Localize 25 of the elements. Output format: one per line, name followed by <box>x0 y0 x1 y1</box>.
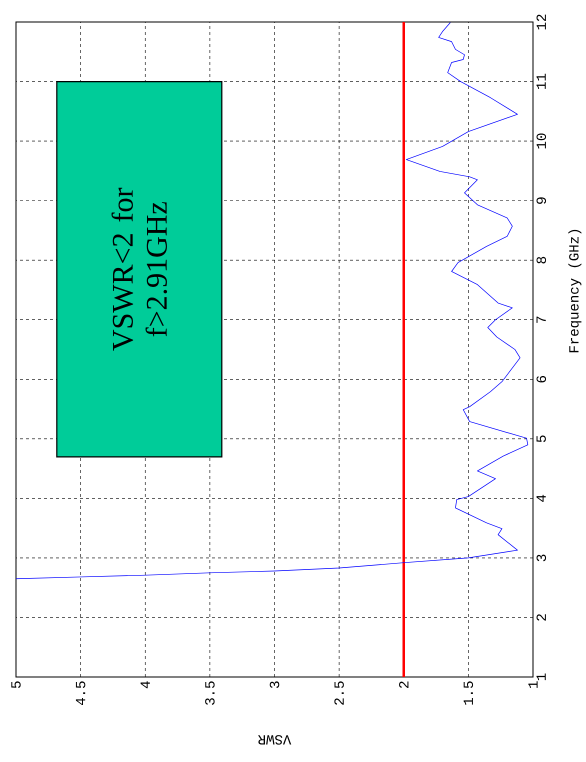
y-tick-label: 10 <box>536 134 546 148</box>
x-tick-label: 3.5 <box>205 681 215 705</box>
x-tick-label: 4.5 <box>76 681 86 706</box>
y-tick-label: 6 <box>536 376 546 382</box>
x-axis-title: VSWR <box>258 735 292 745</box>
x-tick-label: 2.5 <box>334 681 344 705</box>
y-tick-label: 5 <box>536 436 546 442</box>
y-tick-label: 9 <box>536 197 546 204</box>
y-tick-label: 12 <box>536 14 546 30</box>
y-tick-label: 8 <box>536 256 546 264</box>
y-tick-label: 4 <box>536 494 546 502</box>
y-tick-label: 11 <box>536 74 546 89</box>
x-tick-label: 1 <box>528 681 538 688</box>
y-tick-label: 1 <box>536 673 546 680</box>
y-axis-title: Frequency (GHz) <box>568 230 582 352</box>
x-tick-label: 1.5 <box>464 681 474 705</box>
y-tick-label: 3 <box>536 554 546 562</box>
y-tick-label: 7 <box>536 316 546 323</box>
annotation: VSWR<2 for f>2.91GHz <box>112 188 168 351</box>
line-series <box>16 22 528 580</box>
x-tick-label: 2 <box>399 682 408 688</box>
x-tick-label: 3 <box>270 681 280 688</box>
x-tick-label: 5 <box>11 681 21 688</box>
y-tick-label: 2 <box>536 614 546 621</box>
x-tick-label: 4 <box>140 681 150 688</box>
